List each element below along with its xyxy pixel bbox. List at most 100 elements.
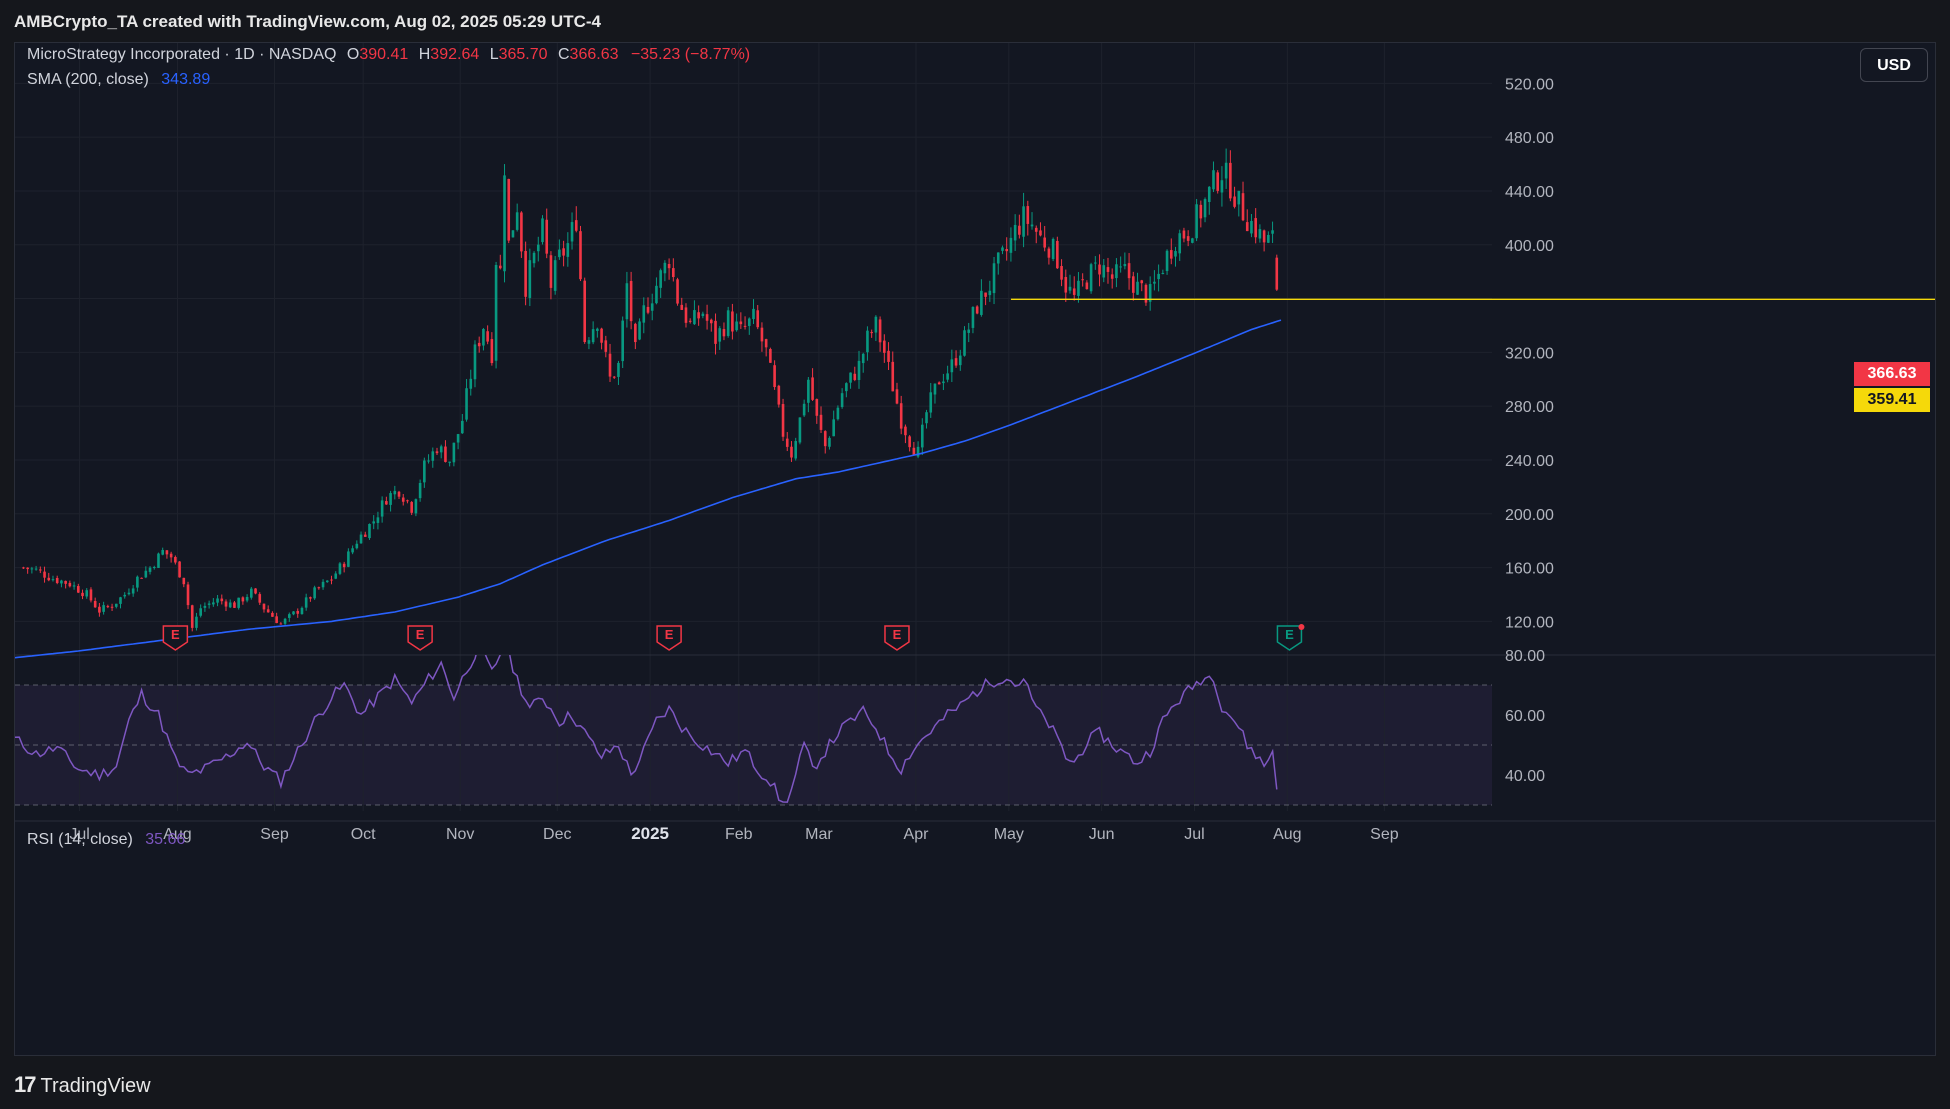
earnings-marker bbox=[884, 625, 910, 651]
candle-up bbox=[119, 597, 122, 604]
candle-down bbox=[524, 250, 527, 297]
candle-up bbox=[798, 417, 802, 443]
candle-up bbox=[1089, 264, 1093, 292]
time-tick-label: Sep bbox=[1370, 826, 1399, 843]
candle-up bbox=[980, 290, 983, 315]
candle-up bbox=[1271, 230, 1274, 234]
candle-up bbox=[1051, 238, 1055, 260]
candle-up bbox=[845, 383, 848, 392]
candle-down bbox=[397, 491, 401, 497]
candle-up bbox=[439, 446, 443, 453]
candle-up bbox=[849, 372, 852, 383]
candle-down bbox=[579, 231, 582, 280]
candle-up bbox=[1165, 250, 1169, 272]
candle-down bbox=[583, 280, 587, 343]
candle-up bbox=[368, 524, 371, 539]
candle-up bbox=[359, 534, 363, 544]
candle-down bbox=[646, 306, 650, 313]
candle-up bbox=[929, 392, 933, 413]
candle-down bbox=[895, 389, 899, 404]
candle-down bbox=[743, 325, 747, 327]
candle-down bbox=[98, 606, 101, 613]
candle-down bbox=[507, 178, 511, 241]
candle-up bbox=[127, 592, 131, 595]
candle-down bbox=[975, 306, 979, 314]
candle-down bbox=[612, 376, 616, 378]
candle-up bbox=[393, 490, 397, 495]
candle-up bbox=[1009, 237, 1013, 253]
candle-up bbox=[874, 316, 878, 333]
candle-down bbox=[1216, 172, 1220, 191]
candle-up bbox=[511, 230, 515, 238]
open-value: 390.41 bbox=[359, 46, 409, 63]
chart-frame: 120.00 160.00 200.00 240.00 280.00 320.00 400.… bbox=[14, 42, 1936, 1056]
candle-down bbox=[401, 497, 405, 502]
candle-down bbox=[984, 292, 987, 297]
candle-up bbox=[558, 249, 561, 258]
candle-up bbox=[1013, 224, 1017, 241]
symbol-name: MicroStrategy Incorporated · 1D · NASDAQ bbox=[27, 46, 337, 63]
rsi-tick-label: 60.00 bbox=[1505, 708, 1545, 725]
tradingview-logo-icon: 17 bbox=[14, 1072, 37, 1097]
candle-up bbox=[102, 605, 105, 612]
price-tick-label: 320.00 bbox=[1505, 345, 1554, 362]
price-chart[interactable]: 120.00 160.00 200.00 240.00 280.00 320.00 400.… bbox=[15, 43, 1935, 1055]
candle-down bbox=[43, 571, 46, 578]
price-tick-label: 160.00 bbox=[1505, 561, 1554, 578]
candle-up bbox=[866, 330, 869, 353]
earnings-alert-dot bbox=[1298, 624, 1305, 630]
candle-up bbox=[1022, 206, 1025, 237]
candle-down bbox=[279, 623, 283, 625]
candle-up bbox=[916, 446, 920, 457]
candle-down bbox=[1110, 274, 1114, 279]
candle-up bbox=[245, 596, 249, 601]
candle-up bbox=[1102, 265, 1106, 278]
candle-up bbox=[148, 567, 152, 572]
candle-up bbox=[1030, 224, 1034, 227]
candle-up bbox=[566, 243, 570, 257]
candle-down bbox=[1072, 288, 1076, 295]
candle-up bbox=[971, 307, 975, 328]
rsi-line bbox=[15, 655, 1278, 803]
high-label: H bbox=[418, 46, 431, 63]
candle-up bbox=[794, 441, 798, 459]
time-tick-label: 2025 bbox=[631, 824, 669, 843]
candle-up bbox=[1207, 186, 1211, 202]
candle-down bbox=[1199, 204, 1203, 219]
candle-up bbox=[423, 460, 426, 483]
candle-up bbox=[1220, 180, 1224, 193]
candle-up bbox=[347, 551, 350, 567]
candle-down bbox=[1060, 266, 1063, 280]
candle-down bbox=[1144, 284, 1148, 303]
candle-up bbox=[836, 407, 840, 420]
time-tick-label: Oct bbox=[351, 826, 376, 843]
candle-down bbox=[486, 331, 489, 342]
candle-up bbox=[287, 614, 291, 618]
candle-up bbox=[832, 419, 835, 437]
candle-up bbox=[828, 437, 831, 447]
candle-up bbox=[427, 460, 430, 462]
candle-up bbox=[456, 434, 460, 443]
candle-down bbox=[520, 212, 523, 252]
candle-down bbox=[76, 586, 80, 593]
candle-down bbox=[887, 350, 890, 362]
tradingview-footer[interactable]: 17 TradingView bbox=[14, 1070, 151, 1100]
candle-down bbox=[853, 373, 857, 380]
candle-down bbox=[342, 563, 346, 568]
candle-up bbox=[528, 260, 532, 298]
candle-down bbox=[891, 361, 895, 392]
open-label: O bbox=[346, 46, 360, 63]
price-tick-label: 440.00 bbox=[1505, 184, 1554, 201]
last-candle bbox=[1275, 257, 1279, 290]
currency-button[interactable]: USD bbox=[1860, 48, 1928, 82]
candle-up bbox=[448, 461, 451, 463]
candle-down bbox=[667, 263, 671, 269]
candle-up bbox=[596, 328, 599, 331]
candle-up bbox=[659, 270, 662, 288]
candle-up bbox=[355, 543, 359, 549]
candle-up bbox=[992, 263, 996, 294]
candle-down bbox=[1047, 248, 1051, 258]
candle-up bbox=[376, 517, 380, 523]
candle-down bbox=[760, 327, 764, 342]
earnings-upcoming-marker-letter: E bbox=[1285, 627, 1294, 642]
